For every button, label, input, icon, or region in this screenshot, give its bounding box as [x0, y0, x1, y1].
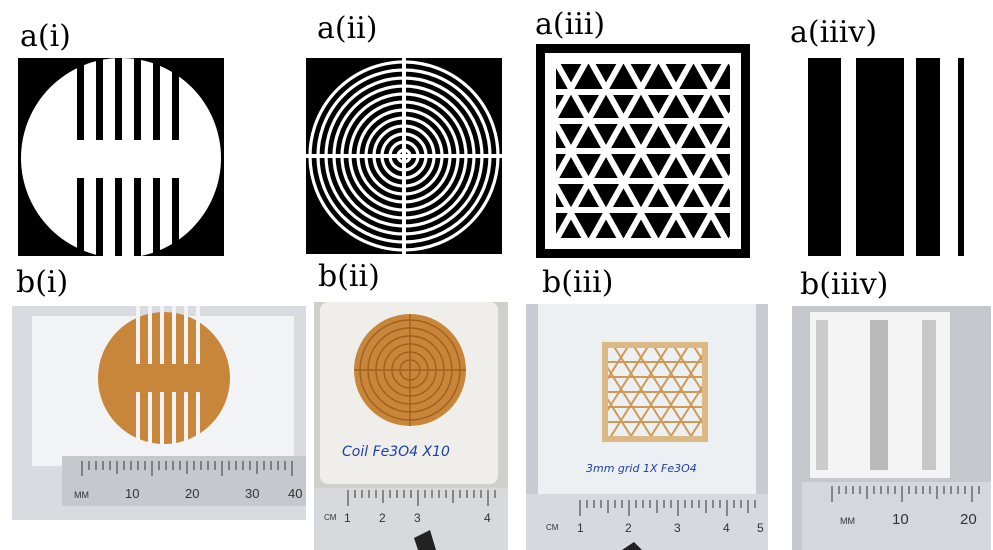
ruler-unit-b2: CM: [324, 513, 337, 522]
label-a-i: a(i): [20, 19, 71, 54]
ruler-number-b3-5: 5: [757, 521, 764, 535]
handwritten-label-b3: 3mm grid 1X Fe3O4: [586, 462, 697, 475]
label-b-ii: b(ii): [318, 259, 380, 294]
pattern-vertical-bars: [808, 58, 968, 256]
ruler-number-b1-30: 30: [245, 486, 259, 501]
ruler-number-b1-20: 20: [185, 486, 199, 501]
ruler-unit-b4: MM: [840, 516, 855, 526]
label-a-iii: a(iii): [535, 7, 606, 42]
ruler-number-b2-4: 4: [484, 511, 491, 525]
photo-concentric-coil: Coil Fe3O4 X10 CM 1 2 3 4: [314, 302, 508, 550]
ruler-unit-b1: MM: [74, 490, 89, 500]
pattern-concentric-coil: [306, 58, 502, 254]
photo-vertical-bars: MM 10 20: [792, 306, 991, 550]
ruler-unit-b3: CM: [546, 523, 559, 532]
ruler-number-b2-3: 3: [414, 511, 421, 525]
label-b-iiiv: b(iiiv): [800, 267, 889, 302]
pattern-slit-circle: [18, 58, 224, 256]
ruler-number-b2-2: 2: [379, 511, 386, 525]
photo-slit-circle: MM 10 20 30 40: [12, 306, 306, 520]
ruler-number-b4-20: 20: [960, 511, 977, 528]
handwritten-label-b2: Coil Fe3O4 X10: [342, 444, 450, 460]
label-b-iii: b(iii): [542, 265, 614, 300]
label-a-ii: a(ii): [317, 11, 378, 46]
photo-triangle-grid: 3mm grid 1X Fe3O4 CM 1 2 3 4 5: [526, 304, 768, 550]
ruler-number-b3-2: 2: [625, 521, 632, 535]
ruler-number-b2-1: 1: [344, 511, 351, 525]
ruler-number-b1-40: 40: [288, 486, 302, 501]
ruler-number-b1-10: 10: [125, 486, 139, 501]
ruler-number-b3-3: 3: [674, 521, 681, 535]
ruler-number-b4-10: 10: [892, 511, 909, 528]
ruler-number-b3-1: 1: [577, 521, 584, 535]
pattern-triangle-grid: [536, 44, 750, 258]
label-b-i: b(i): [16, 265, 69, 300]
ruler-number-b3-4: 4: [723, 521, 730, 535]
label-a-iiiv: a(iiiv): [790, 15, 878, 50]
